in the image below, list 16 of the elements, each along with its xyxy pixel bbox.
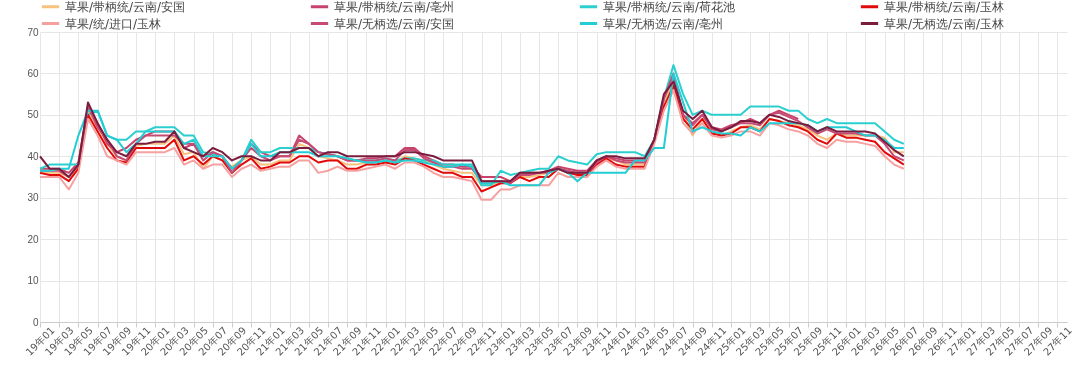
y-tick-label: 50 <box>27 109 39 121</box>
y-tick-label: 0 <box>32 316 39 328</box>
legend-label: 草果/无柄选/云南/玉林 <box>884 16 1005 31</box>
legend-label: 草果/无柄选/云南/安国 <box>334 16 455 31</box>
legend-label: 草果/带柄统/云南/荷花池 <box>603 0 736 14</box>
y-tick-label: 20 <box>27 233 39 245</box>
y-tick-label: 30 <box>27 192 39 204</box>
y-tick-label: 10 <box>27 275 39 287</box>
legend-label: 草果/带柄统/云南/玉林 <box>884 0 1005 14</box>
legend-label: 草果/统/进口/玉林 <box>65 16 162 31</box>
y-tick-label: 60 <box>27 67 39 79</box>
legend-label: 草果/带柄统/云南/安国 <box>65 0 186 14</box>
legend-label: 草果/无柄选/云南/亳州 <box>603 16 724 31</box>
y-tick-label: 70 <box>27 26 39 38</box>
legend-label: 草果/带柄统/云南/亳州 <box>334 0 455 14</box>
y-tick-label: 40 <box>27 150 39 162</box>
